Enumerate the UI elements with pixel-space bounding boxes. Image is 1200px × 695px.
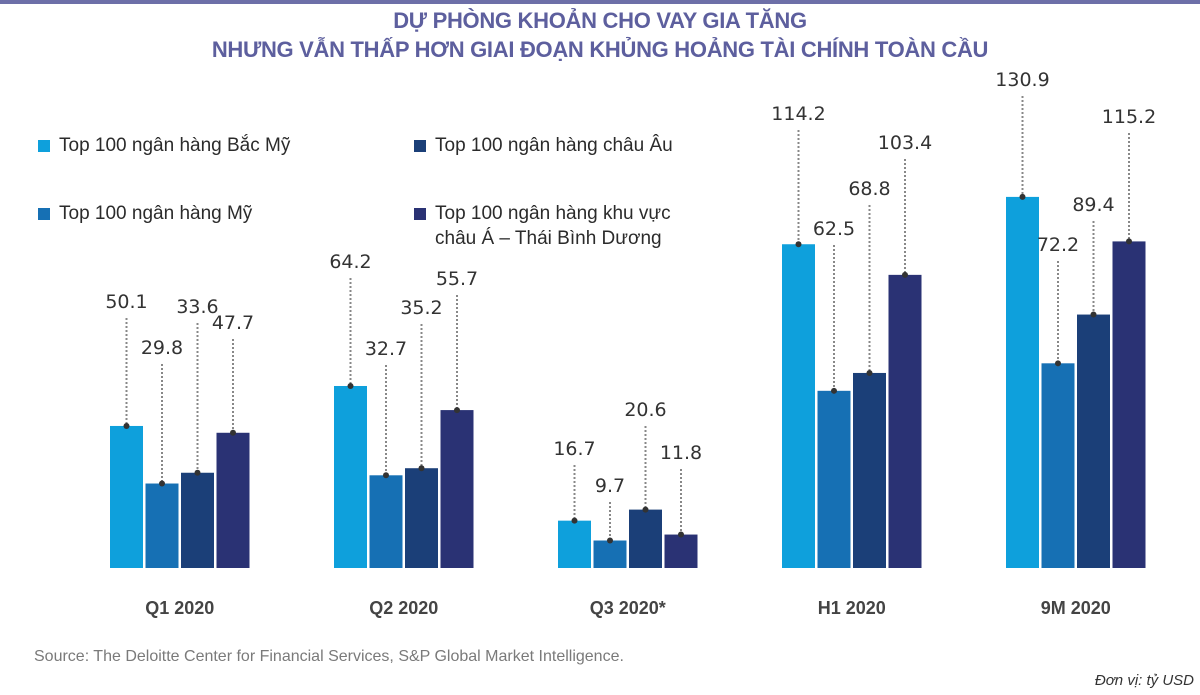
data-point-dot-0-3 <box>230 429 236 436</box>
data-label-0-2: 33.6 <box>176 296 218 318</box>
data-label-3-1: 62.5 <box>813 218 855 240</box>
bar-1-3 <box>440 410 474 568</box>
category-label-0: Q1 2020 <box>145 598 214 618</box>
bar-2-1 <box>593 540 627 568</box>
bar-3-2 <box>853 372 886 568</box>
bar-4-3 <box>1112 241 1146 568</box>
chart-title-line-1: DỰ PHÒNG KHOẢN CHO VAY GIA TĂNG <box>393 8 807 33</box>
data-label-2-3: 11.8 <box>660 442 702 464</box>
data-point-dot-4-3 <box>1126 238 1132 245</box>
bar-3-1 <box>817 390 851 568</box>
data-point-dot-2-1 <box>607 537 613 544</box>
category-label-4: 9M 2020 <box>1041 598 1111 618</box>
data-label-2-2: 20.6 <box>624 399 666 421</box>
top-accent-bar <box>0 0 1200 4</box>
bar-0-0 <box>110 425 143 568</box>
data-point-dot-1-2 <box>418 465 425 472</box>
data-label-0-0: 50.1 <box>105 291 147 313</box>
data-point-dot-1-3 <box>454 407 460 414</box>
bar-1-1 <box>369 475 403 568</box>
bar-2-3 <box>664 534 698 568</box>
data-point-dot-4-0 <box>1019 193 1026 200</box>
data-point-dot-4-1 <box>1055 360 1061 367</box>
data-label-4-0: 130.9 <box>995 69 1049 91</box>
legend-label-north-america: Top 100 ngân hàng Bắc Mỹ <box>59 135 291 156</box>
data-label-1-1: 32.7 <box>365 338 407 360</box>
data-point-dot-1-0 <box>347 382 354 389</box>
unit-note: Đơn vị: tỷ USD <box>1094 672 1194 689</box>
data-label-2-1: 9.7 <box>595 475 625 497</box>
bar-4-2 <box>1077 314 1110 568</box>
data-point-dot-3-3 <box>902 271 908 278</box>
bar-4-0 <box>1006 196 1039 568</box>
data-point-dot-3-2 <box>866 369 873 376</box>
data-point-dot-2-3 <box>678 531 684 538</box>
legend-item-north-america: Top 100 ngân hàng Bắc Mỹ <box>38 133 290 158</box>
data-point-dot-2-0 <box>571 517 578 524</box>
data-point-dot-0-0 <box>123 422 130 429</box>
bar-1-2 <box>405 468 438 568</box>
category-label-1: Q2 2020 <box>369 598 438 618</box>
data-label-3-2: 68.8 <box>848 178 890 200</box>
bar-2-2 <box>629 509 662 568</box>
data-label-0-3: 47.7 <box>212 312 254 334</box>
legend-item-us: Top 100 ngân hàng Mỹ <box>38 201 252 226</box>
legend-label-us: Top 100 ngân hàng Mỹ <box>59 203 253 224</box>
data-label-4-2: 89.4 <box>1072 194 1114 216</box>
bar-2-0 <box>558 520 591 568</box>
chart-title-line-2: NHƯNG VẪN THẤP HƠN GIAI ĐOẠN KHỦNG HOẢNG… <box>211 37 989 62</box>
data-label-2-0: 16.7 <box>553 438 595 460</box>
legend-swatch-us <box>38 208 50 220</box>
data-point-dot-1-1 <box>383 472 389 479</box>
legend-label-europe: Top 100 ngân hàng châu Âu <box>435 135 673 156</box>
data-label-3-0: 114.2 <box>771 103 825 125</box>
bar-0-3 <box>216 432 250 568</box>
legend-swatch-asia-pacific <box>414 208 426 220</box>
legend-label-asia-pacific: Top 100 ngân hàng khu vực châu Á – Thái … <box>435 203 671 249</box>
data-label-1-3: 55.7 <box>436 268 478 290</box>
data-label-4-3: 115.2 <box>1102 106 1156 128</box>
category-label-3: H1 2020 <box>818 598 886 618</box>
data-point-dot-0-1 <box>159 480 165 487</box>
data-point-dot-3-0 <box>795 241 802 248</box>
data-label-4-1: 72.2 <box>1037 234 1079 256</box>
legend-item-europe: Top 100 ngân hàng châu Âu <box>414 133 673 158</box>
data-label-1-0: 64.2 <box>329 251 371 273</box>
legend-item-asia-pacific: Top 100 ngân hàng khu vực châu Á – Thái … <box>414 201 705 251</box>
source-note: Source: The Deloitte Center for Financia… <box>34 648 624 665</box>
data-label-1-2: 35.2 <box>400 297 442 319</box>
category-label-2: Q3 2020* <box>590 598 666 618</box>
data-label-0-1: 29.8 <box>141 337 183 359</box>
bar-0-1 <box>145 483 179 568</box>
data-point-dot-4-2 <box>1090 311 1097 318</box>
legend-swatch-europe <box>414 140 426 152</box>
data-label-3-3: 103.4 <box>878 132 932 154</box>
bar-1-0 <box>334 385 367 568</box>
chart-title: DỰ PHÒNG KHOẢN CHO VAY GIA TĂNG NHƯNG VẪ… <box>0 6 1200 64</box>
bar-4-1 <box>1041 363 1075 568</box>
bar-3-3 <box>888 274 922 568</box>
data-point-dot-3-1 <box>831 387 837 394</box>
bar-3-0 <box>782 244 815 569</box>
data-point-dot-0-2 <box>194 469 201 476</box>
data-point-dot-2-2 <box>642 506 649 513</box>
bar-0-2 <box>181 472 214 568</box>
legend-swatch-north-america <box>38 140 50 152</box>
